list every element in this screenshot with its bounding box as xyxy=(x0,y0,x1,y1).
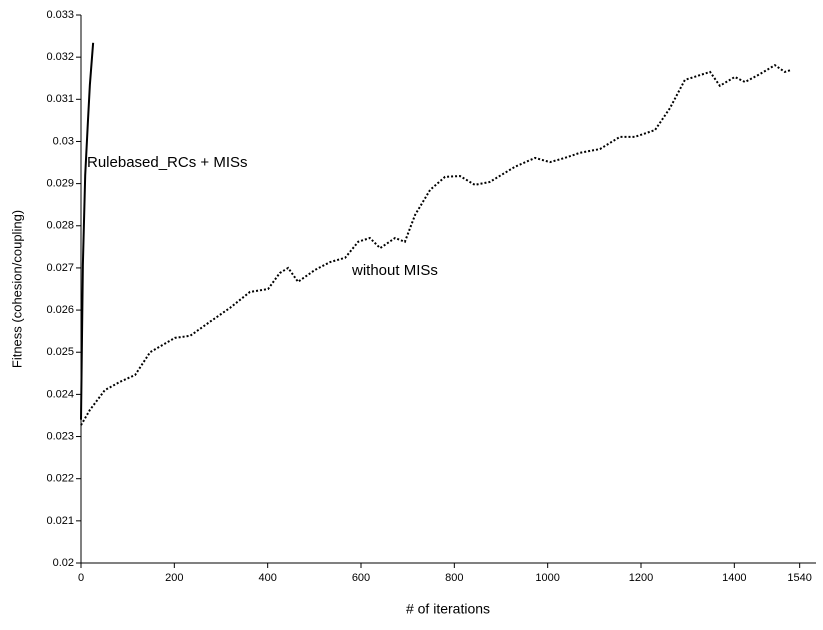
series-line xyxy=(80,42,95,420)
y-tick-label: 0.025 xyxy=(46,346,74,358)
series-label: without MISs xyxy=(351,262,438,279)
y-tick-label: 0.023 xyxy=(46,430,74,442)
y-tick-label: 0.02 xyxy=(53,557,74,569)
x-tick-label: 600 xyxy=(352,572,370,584)
y-tick-label: 0.029 xyxy=(46,178,74,190)
y-tick-label: 0.033 xyxy=(46,9,74,21)
x-axis-label: # of iterations xyxy=(406,601,490,617)
y-tick-label: 0.03 xyxy=(53,135,74,147)
y-tick-label: 0.027 xyxy=(46,262,74,274)
series-line xyxy=(80,63,793,426)
y-tick-label: 0.026 xyxy=(46,304,74,316)
x-tick-label: 800 xyxy=(445,572,463,584)
x-tick-label: 1200 xyxy=(629,572,653,584)
y-tick-label: 0.028 xyxy=(46,220,74,232)
x-tick-label: 1540 xyxy=(787,572,811,584)
y-tick-label: 0.021 xyxy=(46,515,74,527)
x-tick-label: 1000 xyxy=(535,572,559,584)
x-tick-label: 200 xyxy=(165,572,183,584)
x-tick-label: 400 xyxy=(258,572,276,584)
series-label: Rulebased_RCs + MISs xyxy=(87,154,248,171)
y-tick-label: 0.022 xyxy=(46,473,74,485)
y-tick-label: 0.031 xyxy=(46,93,74,105)
y-tick-label: 0.024 xyxy=(46,388,74,400)
x-tick-label: 0 xyxy=(78,572,84,584)
x-tick-label: 1400 xyxy=(722,572,746,584)
y-tick-label: 0.032 xyxy=(46,51,74,63)
y-axis-label: Fitness (cohesion/coupling) xyxy=(9,210,24,368)
